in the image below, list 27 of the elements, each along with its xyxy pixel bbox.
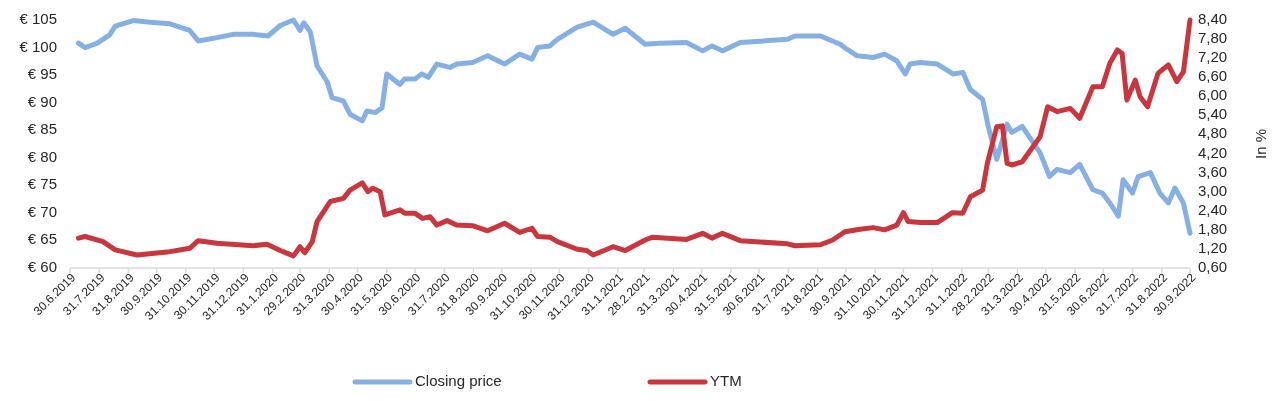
y2-tick-label: 8,40 [1198, 9, 1228, 27]
y2-tick-label: 3,00 [1198, 181, 1228, 199]
y-tick-label: € 105 [19, 9, 57, 27]
y2-tick-label: 4,80 [1198, 124, 1228, 142]
y2-tick-label: 1,80 [1198, 219, 1228, 237]
legend-label: Closing price [415, 371, 502, 389]
y-tick-label: € 70 [27, 202, 57, 220]
y2-tick-label: 3,60 [1198, 162, 1228, 180]
y-tick-label: € 75 [27, 175, 57, 193]
y2-tick-label: 2,40 [1198, 200, 1228, 218]
y-tick-label: € 60 [27, 257, 57, 275]
y2-tick-label: 7,20 [1198, 48, 1228, 66]
y2-tick-label: 4,20 [1198, 143, 1228, 161]
y2-tick-label: 0,60 [1198, 257, 1228, 275]
y-tick-label: € 80 [27, 147, 57, 165]
y2-axis-title: In % [1251, 128, 1269, 160]
y-tick-label: € 85 [27, 120, 57, 138]
y-tick-label: € 65 [27, 230, 57, 248]
y-tick-label: € 100 [19, 37, 57, 55]
y-tick-label: € 90 [27, 92, 57, 110]
legend-label: YTM [710, 371, 742, 389]
y2-tick-label: 5,40 [1198, 105, 1228, 123]
y2-tick-label: 6,00 [1198, 86, 1228, 104]
y2-tick-label: 7,80 [1198, 29, 1228, 47]
y-tick-label: € 95 [27, 65, 57, 83]
y2-tick-label: 1,20 [1198, 238, 1228, 256]
y2-tick-label: 6,60 [1198, 67, 1228, 85]
